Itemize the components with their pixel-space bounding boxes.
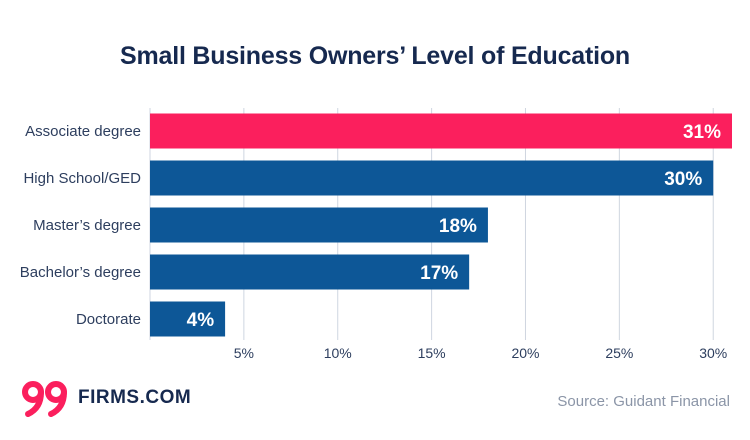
bar-value-label: 17% <box>420 263 458 284</box>
x-tick-label: 20% <box>511 345 539 361</box>
category-label: High School/GED <box>23 170 141 187</box>
bar <box>150 254 470 290</box>
x-tick-label: 25% <box>605 345 633 361</box>
x-tick-label: 5% <box>234 345 254 361</box>
bar <box>150 301 226 337</box>
logo-text: FIRMS.COM <box>78 387 192 408</box>
bar-value-label: 31% <box>683 122 721 143</box>
bars: 31% 30% 18% 17% 4% <box>150 113 732 337</box>
logo-99-icon <box>22 381 67 417</box>
brand-logo[interactable]: FIRMS.COM <box>20 378 191 418</box>
x-tick-label: 10% <box>324 345 352 361</box>
category-label: Doctorate <box>76 311 141 328</box>
bar <box>150 207 488 243</box>
x-tick-label: 15% <box>418 345 446 361</box>
x-tick-labels: 5% 10% 15% 20% 25% 30% <box>234 345 727 361</box>
source-note: Source: Guidant Financial <box>557 393 730 410</box>
x-tick-label: 30% <box>699 345 727 361</box>
category-labels: Associate degree High School/GED Master’s … <box>20 123 141 328</box>
bar-value-label: 30% <box>664 169 702 190</box>
bar <box>150 160 714 196</box>
chart-title: Small Business Owners’ Level of Educatio… <box>119 42 630 70</box>
category-label: Master’s degree <box>33 217 141 234</box>
category-label: Bachelor’s degree <box>20 264 141 281</box>
category-label: Associate degree <box>25 123 141 140</box>
bar-value-label: 4% <box>187 310 215 331</box>
bar <box>150 113 732 149</box>
bar-value-label: 18% <box>439 216 477 237</box>
